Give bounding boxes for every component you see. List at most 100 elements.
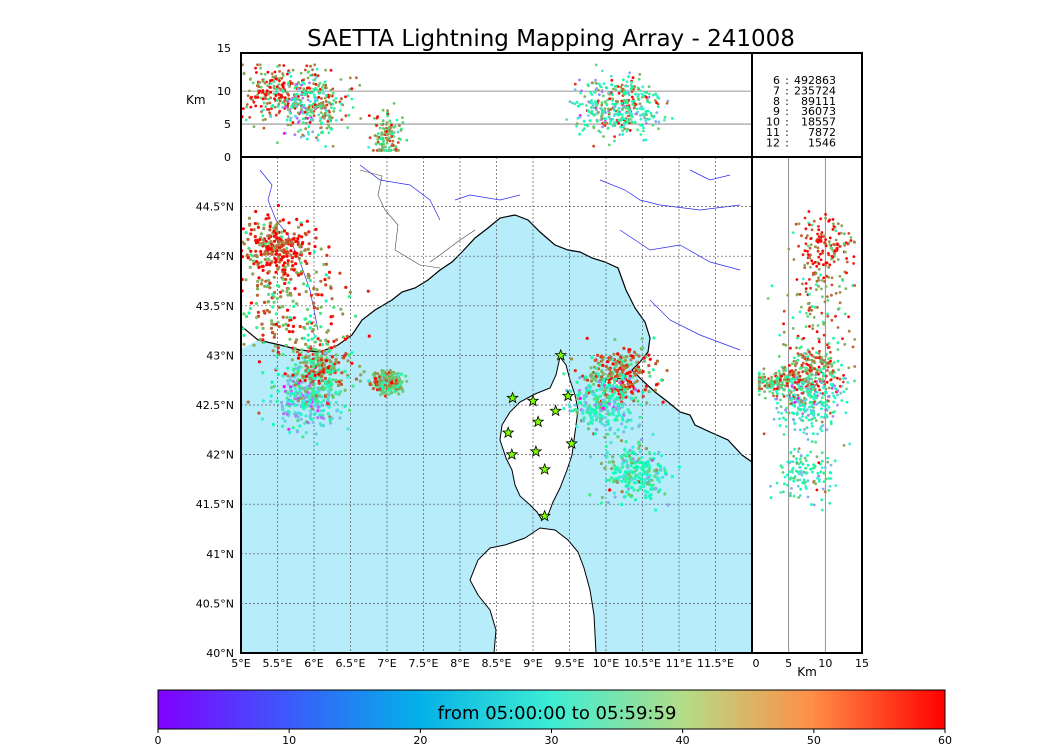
lightning-source xyxy=(618,406,622,410)
lightning-source xyxy=(258,337,262,341)
lightning-source xyxy=(613,495,617,499)
lightning-source-altitude-top xyxy=(277,86,281,90)
lightning-source xyxy=(623,495,627,499)
lightning-source-altitude-side xyxy=(820,466,824,469)
lightning-source-altitude-side xyxy=(826,460,830,464)
lightning-source-altitude-side xyxy=(820,451,824,455)
lightning-source-altitude-top xyxy=(302,103,306,107)
map-x-tick-label: 11.5°E xyxy=(697,657,734,670)
lightning-source-altitude-top xyxy=(629,87,633,91)
lightning-source xyxy=(405,379,409,383)
lightning-source-altitude-side xyxy=(822,263,825,267)
lightning-source xyxy=(284,241,288,245)
lightning-source-altitude-top xyxy=(281,85,285,89)
lightning-source xyxy=(308,279,312,283)
lightning-source-altitude-side xyxy=(796,336,799,340)
lightning-source xyxy=(583,404,587,408)
lightning-source xyxy=(637,371,641,375)
lightning-source-altitude-side xyxy=(820,420,824,424)
lightning-source-altitude-side xyxy=(770,375,773,379)
lightning-source-altitude-side xyxy=(833,396,837,400)
lightning-source xyxy=(334,378,338,382)
lightning-source-altitude-top xyxy=(323,116,326,120)
lightning-source xyxy=(620,502,624,507)
lightning-source xyxy=(657,476,661,480)
lightning-source xyxy=(328,387,332,391)
colorbar-tick-label: 60 xyxy=(938,734,952,747)
lightning-source-altitude-side xyxy=(832,361,836,364)
lightning-source xyxy=(285,390,290,394)
lightning-source-altitude-top xyxy=(334,119,338,122)
lightning-source-altitude-top xyxy=(613,112,617,116)
lightning-source xyxy=(665,368,669,373)
lightning-source xyxy=(608,398,612,402)
lightning-source xyxy=(616,402,620,406)
lightning-source xyxy=(304,431,308,435)
lightning-source-altitude-side xyxy=(829,477,833,480)
lightning-source xyxy=(308,358,312,362)
lightning-source-altitude-side xyxy=(775,397,779,401)
lightning-source-altitude-top xyxy=(319,111,323,114)
lightning-source-altitude-side xyxy=(791,470,794,474)
lightning-source-altitude-side xyxy=(820,459,824,463)
lightning-source xyxy=(275,367,279,371)
lightning-source xyxy=(256,261,260,265)
lightning-source xyxy=(293,340,298,344)
lightning-source xyxy=(625,490,629,495)
lightning-source xyxy=(299,361,303,365)
lightning-source-altitude-top xyxy=(654,99,657,102)
lightning-source xyxy=(278,260,282,264)
lightning-source-altitude-top xyxy=(651,123,655,127)
lightning-source xyxy=(661,475,665,479)
lightning-source-altitude-top xyxy=(654,120,658,123)
lightning-source xyxy=(260,322,264,326)
lightning-source xyxy=(603,435,607,439)
lightning-source-altitude-top xyxy=(312,114,316,117)
station-legend-stations: 9 xyxy=(773,105,780,118)
lightning-source-altitude-side xyxy=(806,249,809,253)
lightning-source-altitude-side xyxy=(803,369,807,373)
lightning-source xyxy=(257,276,261,280)
lightning-source-altitude-top xyxy=(618,133,622,137)
lightning-source-altitude-top xyxy=(637,93,640,96)
lightning-source-altitude-top xyxy=(608,117,612,120)
lightning-source-altitude-side xyxy=(811,360,815,364)
lightning-source-altitude-side xyxy=(786,375,790,379)
lightning-source xyxy=(338,390,342,394)
lightning-source-altitude-side xyxy=(818,349,821,353)
lightning-source-altitude-top xyxy=(308,87,312,90)
lightning-source-altitude-side xyxy=(808,278,811,281)
lightning-source xyxy=(608,367,612,371)
lightning-source xyxy=(274,235,278,239)
lightning-source-altitude-top xyxy=(265,102,269,105)
lightning-source-altitude-side xyxy=(820,232,823,236)
lightning-source-altitude-top xyxy=(324,108,327,112)
lightning-source-altitude-side xyxy=(822,471,826,475)
lightning-source xyxy=(621,374,626,378)
lightning-source xyxy=(334,360,338,364)
lightning-source-altitude-top xyxy=(643,116,646,120)
lightning-source-altitude-top xyxy=(611,93,614,97)
lightning-source-altitude-side xyxy=(782,309,786,313)
lightning-source-altitude-top xyxy=(604,101,608,105)
lightning-source xyxy=(624,425,628,429)
lightning-source-altitude-side xyxy=(817,225,820,228)
lightning-source-altitude-side xyxy=(830,386,834,390)
lightning-source-altitude-top xyxy=(634,112,638,116)
lightning-source xyxy=(632,466,636,470)
lightning-source xyxy=(658,488,662,492)
lightning-source xyxy=(337,361,341,365)
lightning-source xyxy=(310,337,314,341)
station-legend-separator: : xyxy=(785,116,789,129)
lightning-source-altitude-top xyxy=(301,96,305,100)
lightning-source xyxy=(655,359,660,363)
lightning-source-altitude-top xyxy=(291,106,295,109)
lightning-source-altitude-top xyxy=(630,90,634,94)
lightning-source-altitude-side xyxy=(809,243,813,247)
lightning-source xyxy=(282,255,286,259)
lightning-source xyxy=(266,257,270,261)
lightning-source xyxy=(358,364,362,368)
lightning-source xyxy=(614,406,618,410)
lightning-source xyxy=(379,393,383,397)
lightning-source-altitude-side xyxy=(801,412,804,416)
